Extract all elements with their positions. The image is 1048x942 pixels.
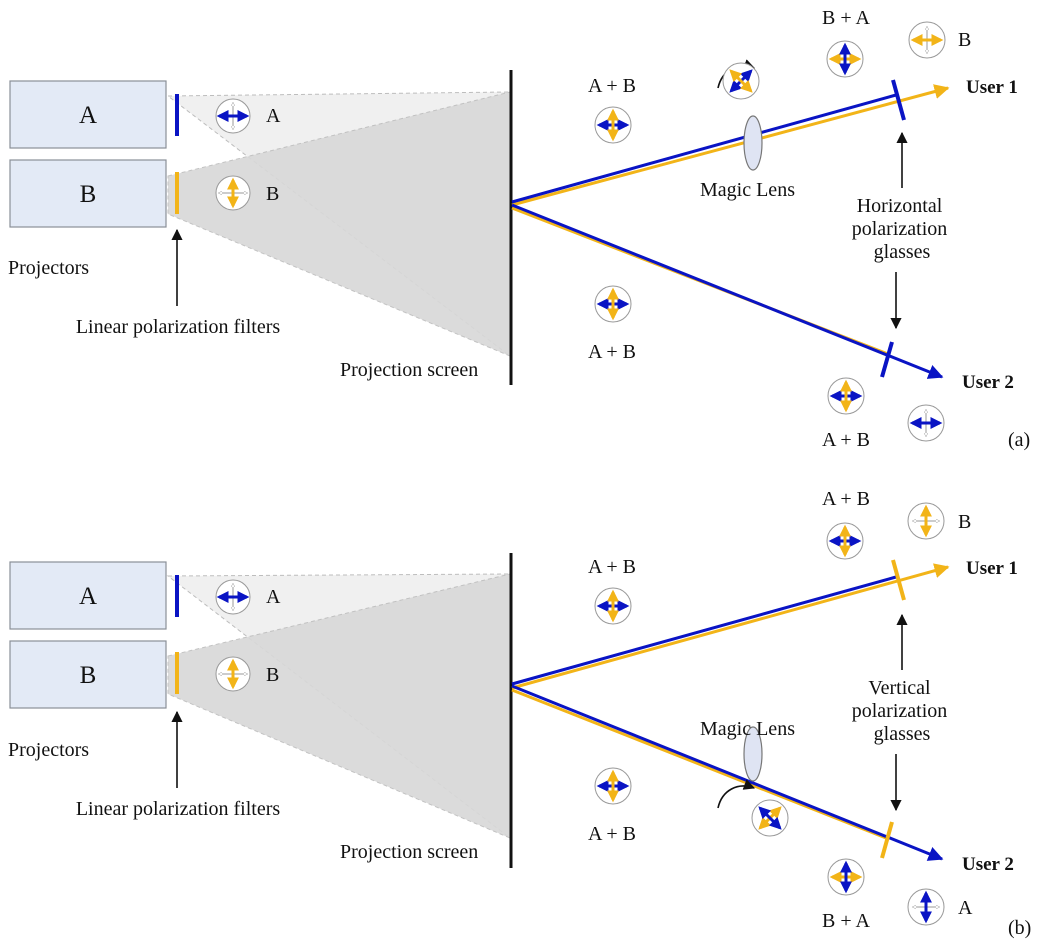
screen-label: Projection screen — [340, 841, 478, 863]
beam-user1-blue — [511, 575, 897, 686]
magic-lens-icon — [743, 115, 763, 171]
projector-b-label: B — [80, 181, 97, 208]
filter-b-state-label: B — [266, 183, 279, 205]
glasses-label-line3: glasses — [874, 723, 931, 745]
beam-user1-yellow — [511, 84, 950, 207]
upper-beam-label: A + B — [588, 556, 636, 578]
upper-beam-label: A + B — [588, 75, 636, 97]
filter-b-state-label: B — [266, 664, 279, 686]
projector-b — [9, 159, 167, 228]
polarization-state-icon — [907, 888, 945, 926]
glasses-user1 — [891, 79, 906, 121]
panel-a: A B A B Projectors Linear polarization f… — [8, 7, 1030, 451]
projector-b — [9, 640, 167, 709]
glasses-label-line2: polarization — [852, 700, 948, 722]
polarization-state-icon — [907, 502, 945, 540]
panel-tag: (a) — [1008, 429, 1030, 451]
projectors-label: Projectors — [8, 739, 89, 761]
beam-user2-yellow — [511, 688, 887, 840]
glasses-label-line3: glasses — [874, 241, 931, 263]
user2-in-label: B + A — [822, 910, 871, 932]
filters-label: Linear polarization filters — [76, 798, 281, 820]
beam-user1-yellow — [511, 563, 950, 690]
beam-user1-blue — [511, 93, 897, 204]
polarization-state-icon — [827, 377, 865, 415]
projectors-label: Projectors — [8, 257, 89, 279]
glasses-label-line2: polarization — [852, 218, 948, 240]
projector-a-label: A — [79, 102, 97, 129]
user1-label: User 1 — [966, 77, 1018, 98]
lower-beam-label: A + B — [588, 823, 636, 845]
user1-in-label: B + A — [822, 7, 871, 29]
user2-out-label: A — [958, 897, 973, 919]
polarization-state-icon — [594, 767, 632, 805]
rotation-arrow-icon — [717, 779, 756, 809]
glasses-user1 — [891, 559, 906, 601]
glasses-label: Horizontal polarization glasses — [852, 195, 953, 263]
user1-out-label: B — [958, 511, 971, 533]
projector-b-label: B — [80, 662, 97, 689]
filter-a-state-label: A — [266, 105, 281, 127]
glasses-label: Vertical polarization glasses — [852, 677, 953, 745]
beam-projector-b — [167, 573, 511, 839]
user1-label: User 1 — [966, 558, 1018, 579]
panel-b: A B A B Projectors Linear polarization f… — [8, 488, 1031, 939]
polarization-state-icon — [907, 404, 945, 442]
lower-beam-label: A + B — [588, 341, 636, 363]
glasses-label-line1: Horizontal — [857, 195, 943, 217]
polarization-state-icon — [215, 579, 251, 615]
panel-tag: (b) — [1008, 917, 1031, 939]
user1-in-label: A + B — [822, 488, 870, 510]
user2-in-label: A + B — [822, 429, 870, 451]
projector-a-label: A — [79, 583, 97, 610]
polarization-state-icon — [908, 21, 946, 59]
polarization-state-icon — [215, 656, 251, 692]
user2-label: User 2 — [962, 854, 1014, 875]
filter-a-state-label: A — [266, 586, 281, 608]
polarization-state-icon — [215, 98, 251, 134]
beam-user2-blue — [511, 684, 944, 861]
polarization-state-icon — [826, 522, 864, 560]
polarization-state-icon — [751, 799, 789, 837]
polarization-state-icon — [827, 858, 865, 896]
glasses-user2 — [880, 821, 894, 859]
projector-a — [9, 80, 167, 149]
magic-lens-label: Magic Lens — [700, 179, 795, 201]
polarization-state-icon — [594, 285, 632, 323]
glasses-user2 — [880, 341, 894, 378]
projector-a — [9, 561, 167, 630]
magic-lens-label: Magic Lens — [700, 718, 795, 740]
beam-user2-blue — [511, 203, 944, 379]
polarization-state-icon — [722, 62, 760, 100]
user1-out-label: B — [958, 29, 971, 51]
filters-label: Linear polarization filters — [76, 316, 281, 338]
glasses-label-line1: Vertical — [868, 677, 931, 699]
user2-label: User 2 — [962, 372, 1014, 393]
polarization-state-icon — [215, 175, 251, 211]
polarization-state-icon — [594, 106, 632, 144]
polarization-state-icon — [594, 587, 632, 625]
polarization-state-icon — [826, 40, 864, 78]
screen-label: Projection screen — [340, 359, 478, 381]
